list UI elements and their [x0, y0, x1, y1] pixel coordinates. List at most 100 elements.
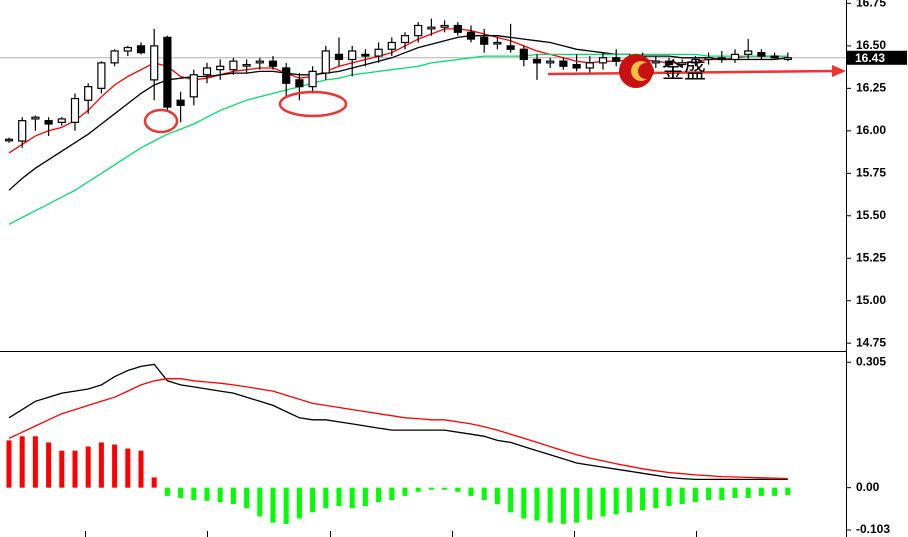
last-price-label: 16.43: [855, 51, 885, 65]
candle-body: [84, 86, 93, 101]
candle-body: [374, 48, 383, 57]
candle-body: [321, 50, 330, 74]
histogram-bar: [719, 487, 725, 500]
candle-body: [295, 79, 304, 88]
histogram-bar: [257, 487, 263, 517]
histogram-bar: [508, 487, 514, 513]
candle-body: [427, 26, 436, 30]
histogram-bar: [732, 487, 738, 498]
histogram-bar: [125, 448, 131, 488]
candle-body: [585, 62, 594, 69]
histogram-bar: [574, 487, 580, 523]
candle-body: [770, 55, 779, 59]
candle-body: [163, 36, 172, 108]
candle-body: [361, 53, 370, 57]
candle-body: [519, 48, 528, 61]
histogram-bar: [468, 487, 474, 496]
indicator-line: [8, 35, 788, 191]
histogram-bar: [402, 487, 408, 496]
histogram-bar: [362, 487, 368, 507]
histogram-bar: [640, 487, 646, 511]
y-tick-label: 16.75: [856, 0, 886, 10]
candle-body: [730, 53, 740, 61]
arrow-shaft: [547, 69, 837, 76]
candle-body: [414, 24, 423, 37]
candle-body: [691, 58, 700, 64]
histogram-bar: [164, 487, 170, 496]
histogram-bar: [442, 487, 448, 490]
histogram-bar: [230, 487, 236, 505]
candle-body: [57, 118, 66, 123]
candle-body: [651, 60, 660, 64]
candle-body: [493, 41, 502, 45]
candle-body: [44, 120, 53, 125]
indicator-line: [8, 378, 788, 480]
y-tick-label: 0.305: [856, 354, 886, 368]
candle-body: [97, 62, 106, 89]
histogram-bar: [349, 487, 355, 509]
histogram-bar: [217, 487, 223, 503]
candle-body: [783, 57, 792, 61]
histogram-bar: [587, 487, 593, 520]
histogram-bar: [151, 477, 157, 488]
histogram-bar: [534, 487, 540, 521]
candle-body: [598, 57, 608, 64]
histogram-bar: [244, 487, 250, 509]
candle-body: [308, 70, 317, 88]
y-tick-label: 15.25: [856, 250, 886, 264]
candle-body: [348, 50, 357, 61]
histogram-bar: [415, 487, 421, 492]
histogram-bar: [72, 450, 78, 488]
candle-body: [757, 52, 766, 57]
candle-body: [31, 116, 40, 120]
last-price-box: [847, 50, 907, 65]
candle-body: [400, 35, 410, 44]
histogram-bar: [204, 487, 210, 501]
histogram-bar: [98, 442, 104, 488]
histogram-bar: [600, 487, 606, 517]
watermark: 金盛: [662, 58, 706, 83]
candle-body: [4, 138, 14, 142]
y-tick-label: 0.00: [856, 480, 880, 494]
candle-body: [678, 62, 687, 66]
candle-body: [70, 97, 80, 123]
histogram-bar: [85, 446, 91, 488]
candle-body: [255, 60, 264, 64]
candle-body: [480, 36, 489, 45]
candle-body: [717, 57, 726, 61]
candle-body: [110, 50, 119, 64]
histogram-bar: [758, 487, 764, 496]
candle-body: [150, 45, 159, 81]
candle-body: [387, 41, 396, 50]
candle-body: [202, 67, 212, 76]
candle-body: [176, 99, 185, 106]
highlight-circle: [143, 108, 179, 134]
indicator-line: [8, 363, 788, 481]
histogram-bar: [296, 487, 302, 519]
histogram-bar: [613, 487, 619, 515]
histogram-bar: [191, 487, 197, 500]
candle-body: [136, 45, 146, 54]
candle-body: [546, 60, 555, 64]
candle-body: [664, 60, 674, 66]
histogram-bar: [481, 487, 487, 500]
candle-body: [466, 31, 476, 40]
candle-body: [704, 57, 713, 61]
y-tick-label: 16.00: [856, 123, 886, 137]
candle-body: [506, 45, 515, 50]
candle-body: [532, 58, 542, 64]
logo: [638, 63, 654, 79]
histogram-bar: [785, 487, 791, 496]
histogram-bar: [547, 487, 553, 523]
annotations: 金盛: [143, 54, 846, 134]
candle-body: [268, 60, 278, 67]
histogram-bar: [32, 436, 38, 488]
candle-body: [229, 60, 238, 71]
candle-body: [612, 57, 621, 62]
histogram-bar: [323, 487, 329, 509]
histogram-bar: [745, 487, 751, 498]
histogram-bar: [455, 487, 461, 492]
highlight-circle: [278, 90, 348, 118]
y-tick-label: 16.50: [856, 38, 886, 52]
histogram-bar: [679, 487, 685, 505]
